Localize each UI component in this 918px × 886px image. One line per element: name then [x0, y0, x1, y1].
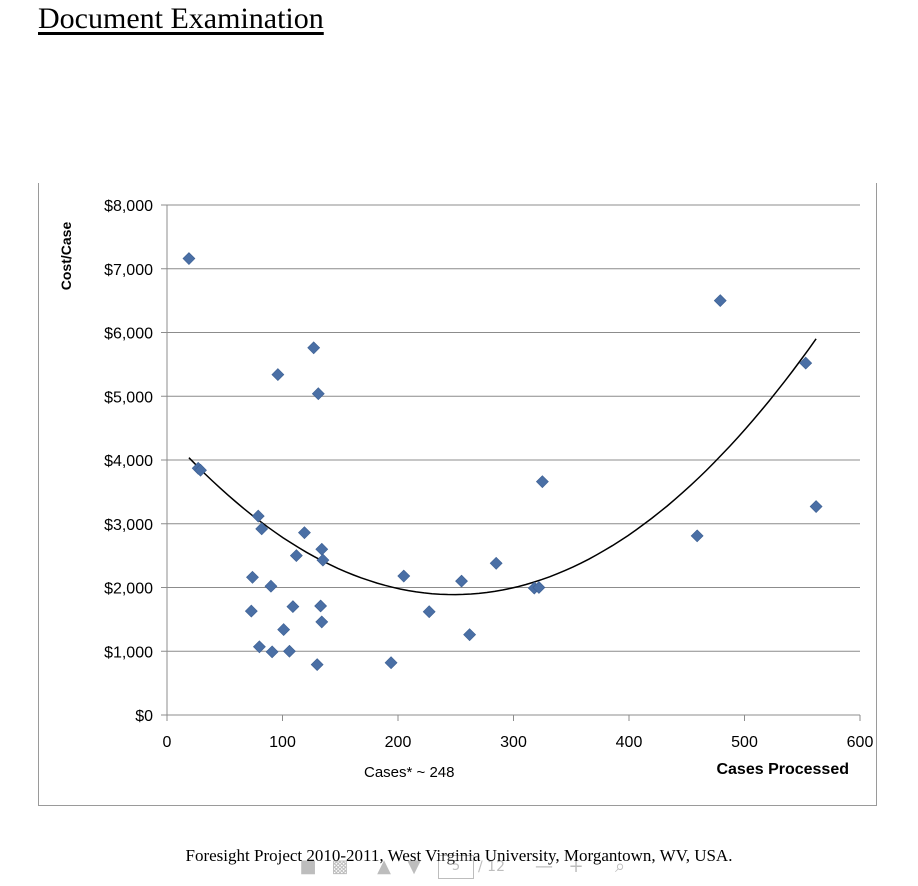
- x-axis-label: Cases Processed: [716, 761, 849, 778]
- data-point: [307, 341, 321, 355]
- data-point: [251, 509, 265, 523]
- data-point: [535, 475, 549, 489]
- slide-title: Document Examination: [38, 2, 324, 35]
- data-point: [277, 623, 291, 636]
- data-point: [315, 615, 329, 629]
- chart-frame: [38, 183, 877, 806]
- data-point: [298, 526, 311, 540]
- data-point: [182, 252, 196, 265]
- data-point: [194, 463, 207, 477]
- scatter-chart: $0 $1,000 $2,000 $3,000 $4,000 $5,000 $6,000 $7…: [58, 198, 874, 781]
- data-point: [713, 294, 727, 308]
- data-point: [809, 500, 823, 513]
- y-tick-label: $7,000: [104, 262, 153, 279]
- x-tick-labels: 0 100 200 300 400 500 600: [163, 734, 874, 751]
- data-point: [271, 368, 285, 381]
- data-point: [489, 556, 503, 570]
- y-tick-label: $4,000: [104, 453, 153, 470]
- data-point: [315, 542, 329, 556]
- save-icon[interactable]: ■: [299, 856, 317, 877]
- data-point: [532, 581, 546, 594]
- data-point: [384, 656, 398, 670]
- x-tick-label: 500: [731, 734, 758, 751]
- data-point: [283, 644, 296, 658]
- y-axis-label: Cost/Case: [58, 222, 74, 291]
- y-tick-labels: $0 $1,000 $2,000 $3,000 $4,000 $5,000 $6,000 $7…: [104, 198, 153, 725]
- x-tick-label: 400: [616, 734, 643, 751]
- cases-annotation: Cases* ~ 248: [364, 764, 454, 781]
- data-point: [244, 604, 258, 618]
- data-point: [255, 522, 269, 536]
- y-tick-label: $6,000: [104, 326, 153, 343]
- data-point: [422, 605, 436, 619]
- data-point: [265, 645, 279, 659]
- y-tick-label: $8,000: [104, 198, 153, 215]
- x-tick-label: 0: [163, 734, 172, 751]
- arrow-down-icon[interactable]: ▼: [407, 856, 421, 877]
- page-count: / 12: [478, 859, 505, 875]
- y-tick-label: $3,000: [104, 517, 153, 534]
- zoom-in-icon[interactable]: +: [568, 856, 584, 877]
- data-point: [455, 574, 468, 588]
- data-point: [314, 599, 328, 613]
- data-point: [264, 579, 278, 593]
- data-point: [799, 356, 813, 370]
- data-point: [252, 640, 266, 654]
- data-point: [286, 600, 300, 614]
- data-point: [316, 553, 330, 567]
- x-tick-label: 600: [847, 734, 874, 751]
- data-point: [463, 628, 477, 642]
- y-tick-label: $1,000: [104, 644, 153, 661]
- zoom-out-icon[interactable]: —: [535, 856, 553, 877]
- x-tick-label: 100: [269, 734, 296, 751]
- data-point: [289, 549, 303, 563]
- x-tick-label: 300: [500, 734, 527, 751]
- page-number-input[interactable]: 5: [438, 855, 474, 879]
- data-point: [690, 529, 704, 543]
- viewer-toolbar: ■ ▩ ▲ ▼ 5 / 12 — + ⌕: [292, 852, 642, 882]
- axes: [161, 204, 861, 721]
- arrow-up-icon[interactable]: ▲: [377, 856, 391, 877]
- search-icon[interactable]: ⌕: [614, 856, 626, 877]
- data-points: [182, 252, 823, 672]
- data-point: [246, 570, 259, 584]
- data-point: [397, 569, 411, 583]
- y-tick-label: $0: [135, 708, 153, 725]
- y-tick-label: $5,000: [104, 389, 153, 406]
- data-point: [311, 387, 325, 401]
- data-point: [310, 658, 324, 672]
- trendline: [188, 338, 817, 596]
- slide-footer: Foresight Project 2010-2011, West Virgin…: [185, 846, 733, 865]
- x-tick-label: 200: [385, 734, 412, 751]
- y-tick-label: $2,000: [104, 581, 153, 598]
- print-icon[interactable]: ▩: [331, 856, 349, 877]
